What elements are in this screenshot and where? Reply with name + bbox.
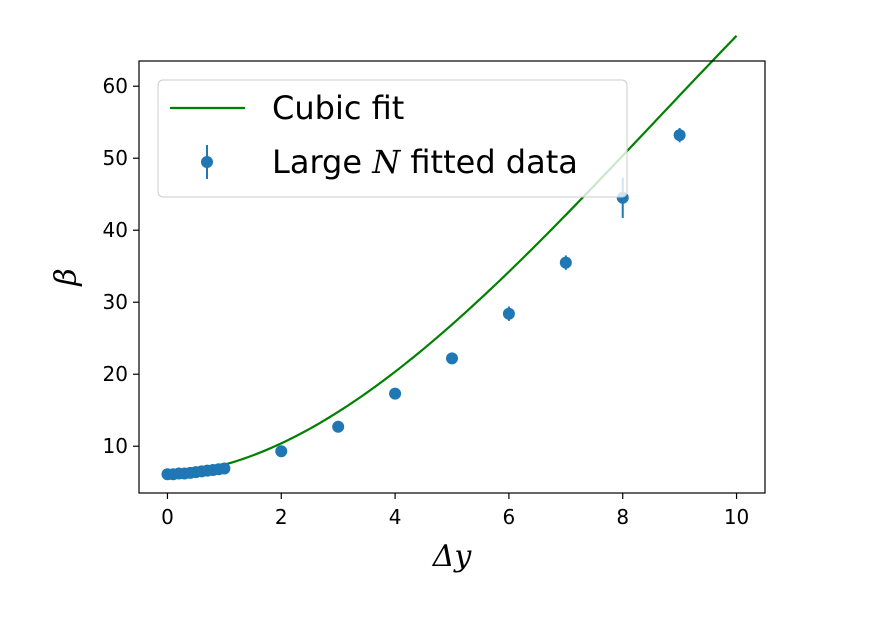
y-tick-label: 20 bbox=[103, 362, 128, 386]
legend-label-math-n: N bbox=[371, 143, 401, 181]
data-point bbox=[389, 387, 402, 400]
data-point bbox=[502, 307, 515, 320]
data-point bbox=[559, 256, 572, 269]
x-tick-label: 4 bbox=[389, 505, 402, 529]
cubic-fit-line bbox=[167, 35, 738, 476]
plot-frame bbox=[138, 60, 766, 494]
x-tick-label: 10 bbox=[724, 505, 749, 529]
y-tick-label: 60 bbox=[103, 74, 128, 98]
y-tick-label: 40 bbox=[103, 218, 128, 242]
y-axis-label: β bbox=[49, 268, 84, 286]
legend-box bbox=[157, 79, 628, 198]
data-layer bbox=[161, 35, 738, 481]
legend-label-cubic-fit: Cubic fit bbox=[272, 89, 404, 127]
y-tick-label: 30 bbox=[103, 290, 128, 314]
y-tick-label: 50 bbox=[103, 146, 128, 170]
legend-label-part-3: fitted data bbox=[400, 143, 578, 181]
x-tick-label: 2 bbox=[275, 505, 288, 529]
legend-label-data: Large N fitted data bbox=[272, 143, 578, 181]
y-tick-label: 10 bbox=[103, 434, 128, 458]
x-axis-ticks: 0 2 4 6 8 10 bbox=[161, 493, 749, 529]
y-axis-ticks: 10 20 30 40 50 60 bbox=[103, 74, 139, 458]
x-tick-label: 6 bbox=[503, 505, 516, 529]
data-point bbox=[446, 352, 458, 365]
legend: Cubic fit Large N fitted data bbox=[157, 79, 628, 198]
data-point bbox=[275, 445, 288, 458]
data-point bbox=[332, 420, 345, 433]
legend-marker-swatch bbox=[201, 156, 213, 168]
data-point bbox=[673, 129, 686, 142]
x-tick-label: 0 bbox=[161, 505, 174, 529]
data-point bbox=[218, 462, 231, 475]
legend-label-part-1: Large bbox=[272, 143, 372, 181]
x-tick-label: 8 bbox=[616, 505, 629, 529]
x-axis-label: Δy bbox=[432, 539, 473, 574]
